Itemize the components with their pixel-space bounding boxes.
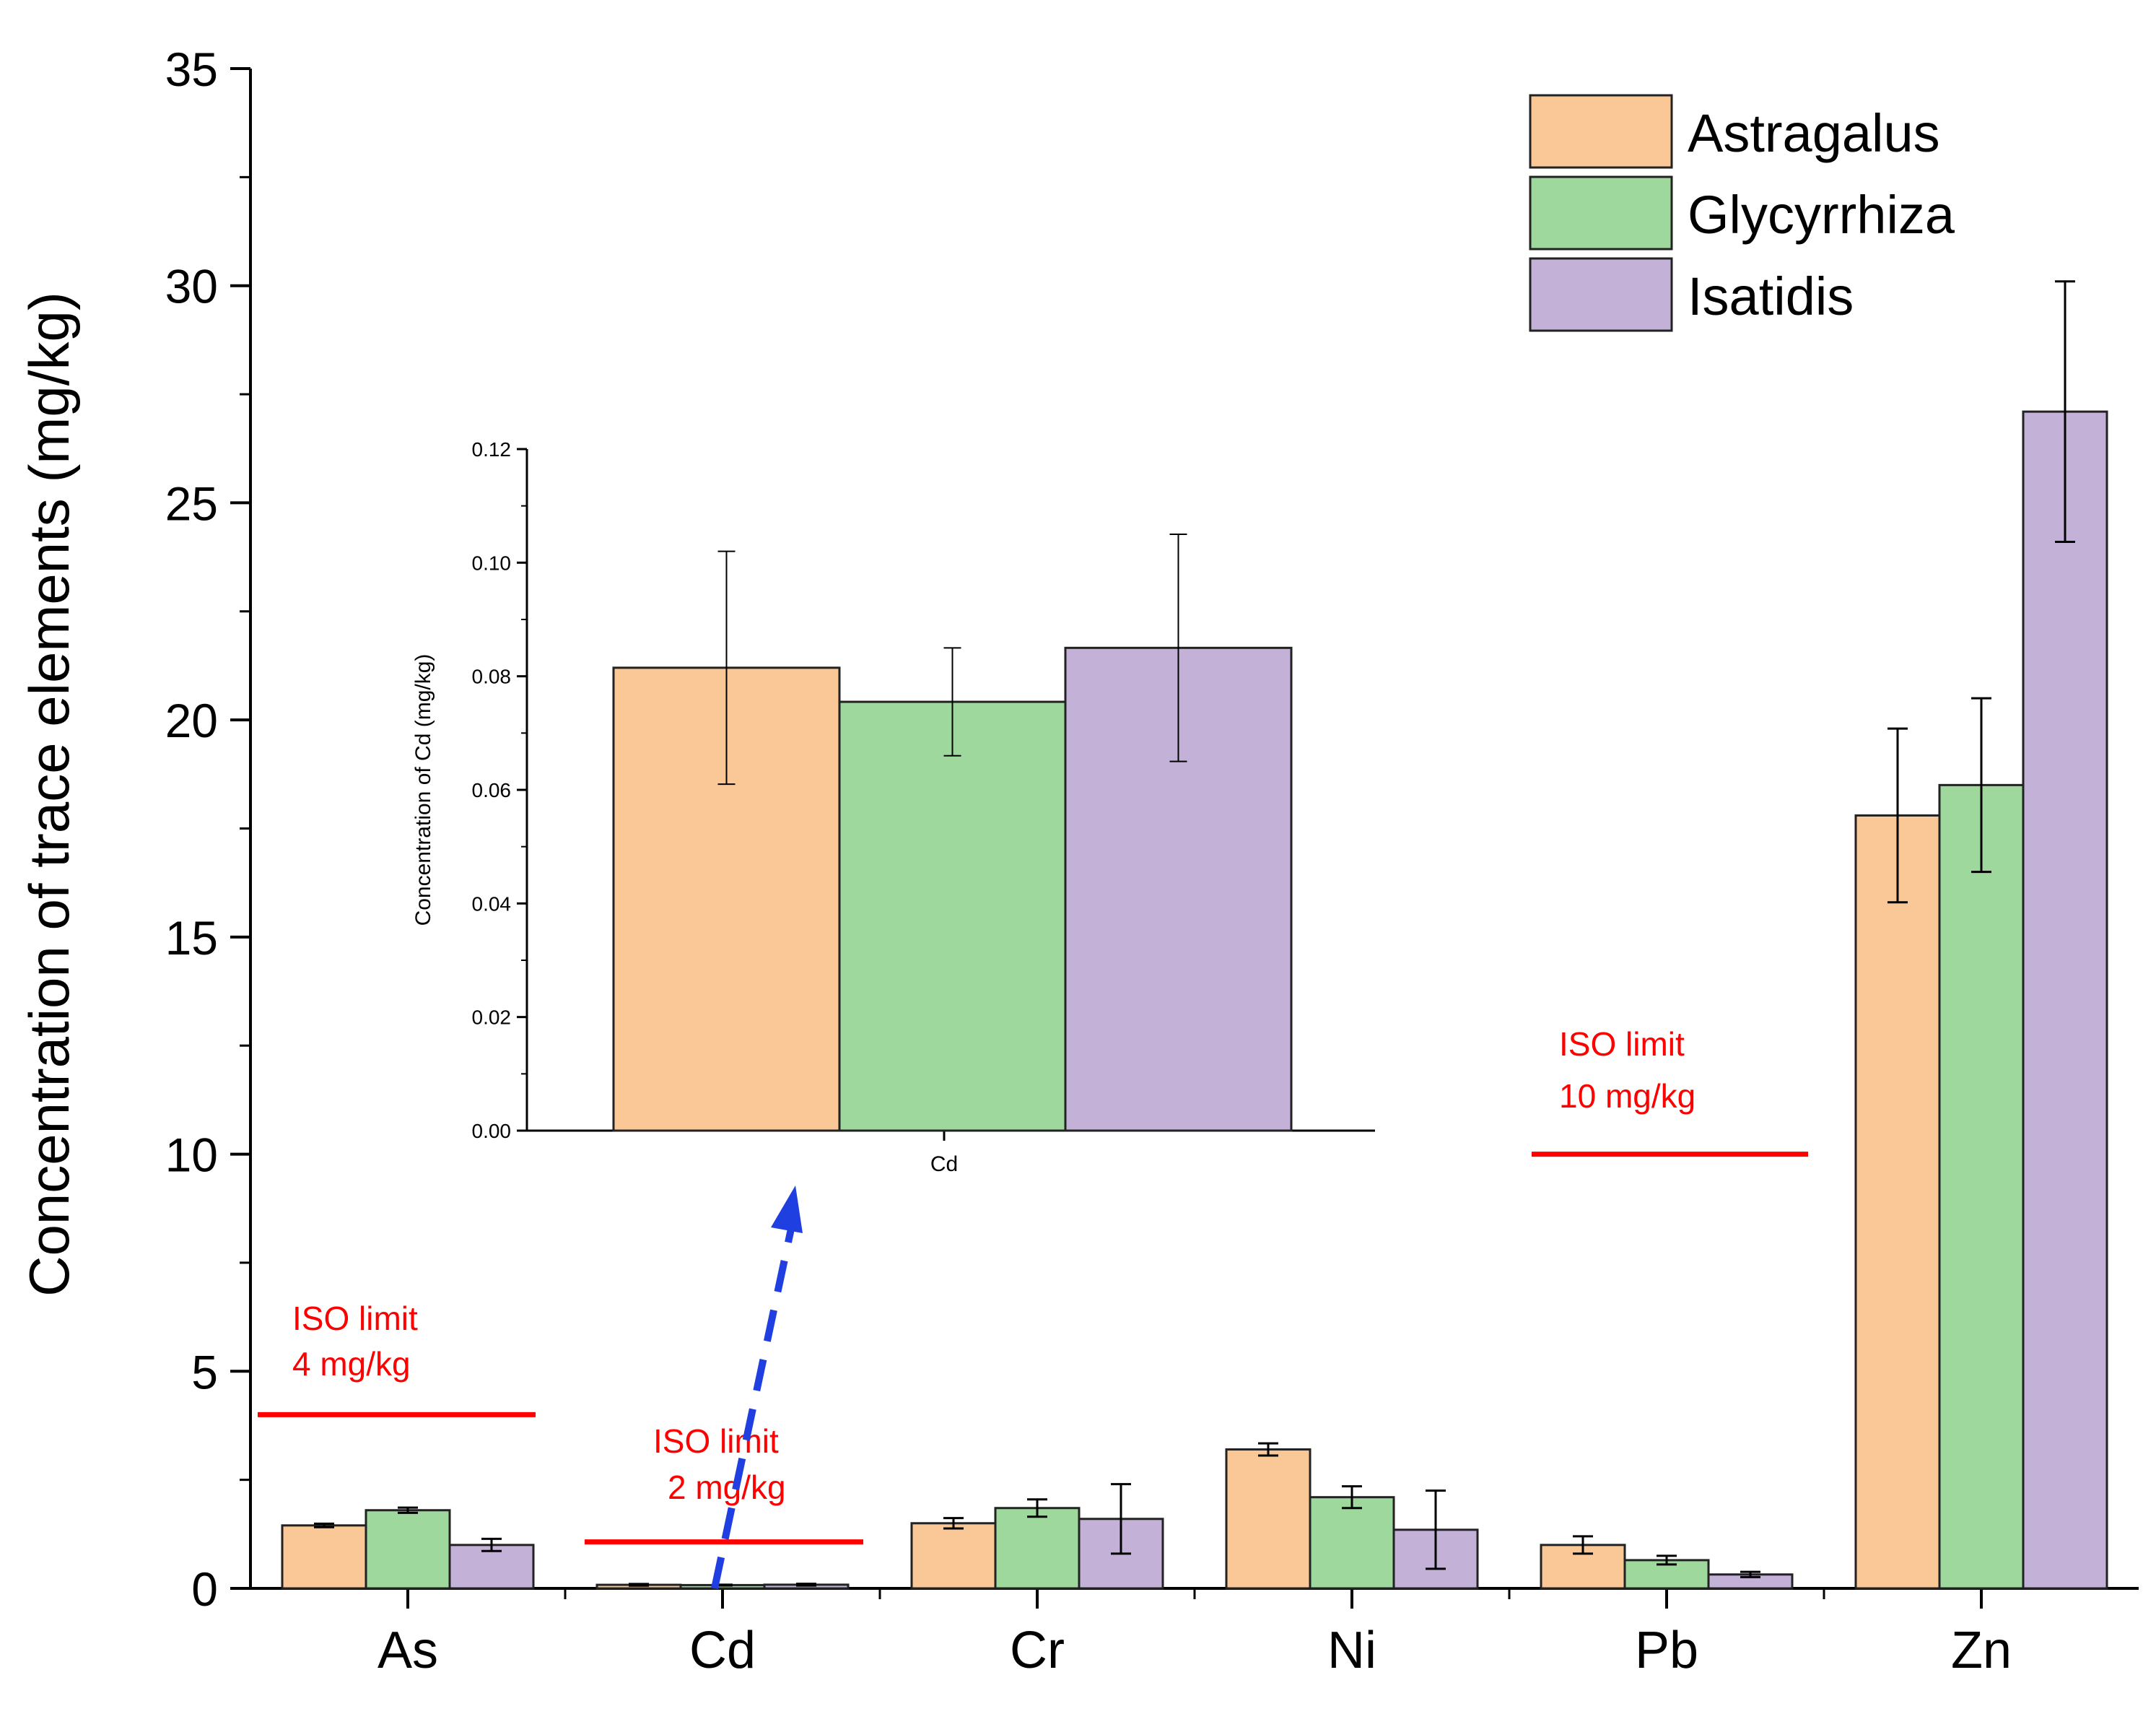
y-axis-title: Concentration of trace elements (mg/kg) — [17, 292, 81, 1297]
y-tick-label: 5 — [191, 1345, 218, 1398]
inset-y-tick-label: 0.04 — [472, 892, 512, 915]
x-tick-label: Cd — [689, 1622, 756, 1679]
x-tick-label: Cr — [1010, 1622, 1065, 1679]
bar-glycyrrhiza-zn — [1938, 783, 2025, 1590]
y-tick-label: 10 — [165, 1128, 218, 1182]
bar-isatidis-zn — [2022, 410, 2108, 1590]
iso-limit-value: 2 mg/kg — [668, 1469, 786, 1506]
arrow-head — [771, 1186, 803, 1233]
y-tick-label: 20 — [165, 694, 218, 747]
inset-y-tick-label: 0.00 — [472, 1120, 512, 1142]
y-tick-label: 15 — [165, 911, 218, 965]
inset-y-tick-label: 0.12 — [472, 438, 512, 461]
dashed-arrow-line — [711, 1227, 795, 1590]
legend-swatch-isatidis — [1529, 257, 1673, 332]
x-tick-label: Zn — [1951, 1622, 2012, 1679]
iso-limit-label: ISO limit — [653, 1422, 779, 1460]
bar-glycyrrhiza-as — [365, 1509, 451, 1590]
inset-y-tick-label: 0.08 — [472, 666, 512, 688]
bar-astragalus-cr — [910, 1522, 997, 1590]
inset-x-tick-label: Cd — [930, 1152, 958, 1176]
legend-label-isatidis: Isatidis — [1688, 266, 1854, 326]
y-tick-label: 35 — [165, 43, 218, 96]
inset-bar-glycyrrhiza — [838, 700, 1067, 1132]
bar-astragalus-zn — [1854, 814, 1941, 1590]
inset-y-tick-label: 0.06 — [472, 779, 512, 801]
legend-swatch-glycyrrhiza — [1529, 175, 1673, 251]
iso-limit-label: ISO limit — [292, 1300, 418, 1337]
x-tick-label: As — [377, 1622, 438, 1679]
legend-label-astragalus: Astragalus — [1688, 103, 1940, 163]
bar-astragalus-as — [281, 1524, 367, 1590]
y-tick-label: 0 — [191, 1562, 218, 1616]
iso-limit-value: 10 mg/kg — [1559, 1077, 1695, 1115]
bar-astragalus-ni — [1225, 1448, 1312, 1590]
y-tick-label: 30 — [165, 260, 218, 313]
iso-limit-value: 4 mg/kg — [292, 1345, 411, 1383]
legend-label-glycyrrhiza: Glycyrrhiza — [1688, 185, 1955, 245]
inset-y-axis-title: Concentration of Cd (mg/kg) — [411, 654, 435, 926]
bar-isatidis-as — [448, 1544, 535, 1590]
bar-glycyrrhiza-ni — [1309, 1496, 1395, 1590]
y-tick-label: 25 — [165, 477, 218, 530]
bar-glycyrrhiza-cr — [994, 1507, 1081, 1590]
iso-limit-label: ISO limit — [1559, 1025, 1685, 1063]
inset-y-tick-label: 0.10 — [472, 552, 512, 574]
legend-swatch-astragalus — [1529, 94, 1673, 169]
inset-y-tick-label: 0.02 — [472, 1006, 512, 1029]
x-tick-label: Ni — [1327, 1622, 1376, 1679]
x-tick-label: Pb — [1635, 1622, 1698, 1679]
